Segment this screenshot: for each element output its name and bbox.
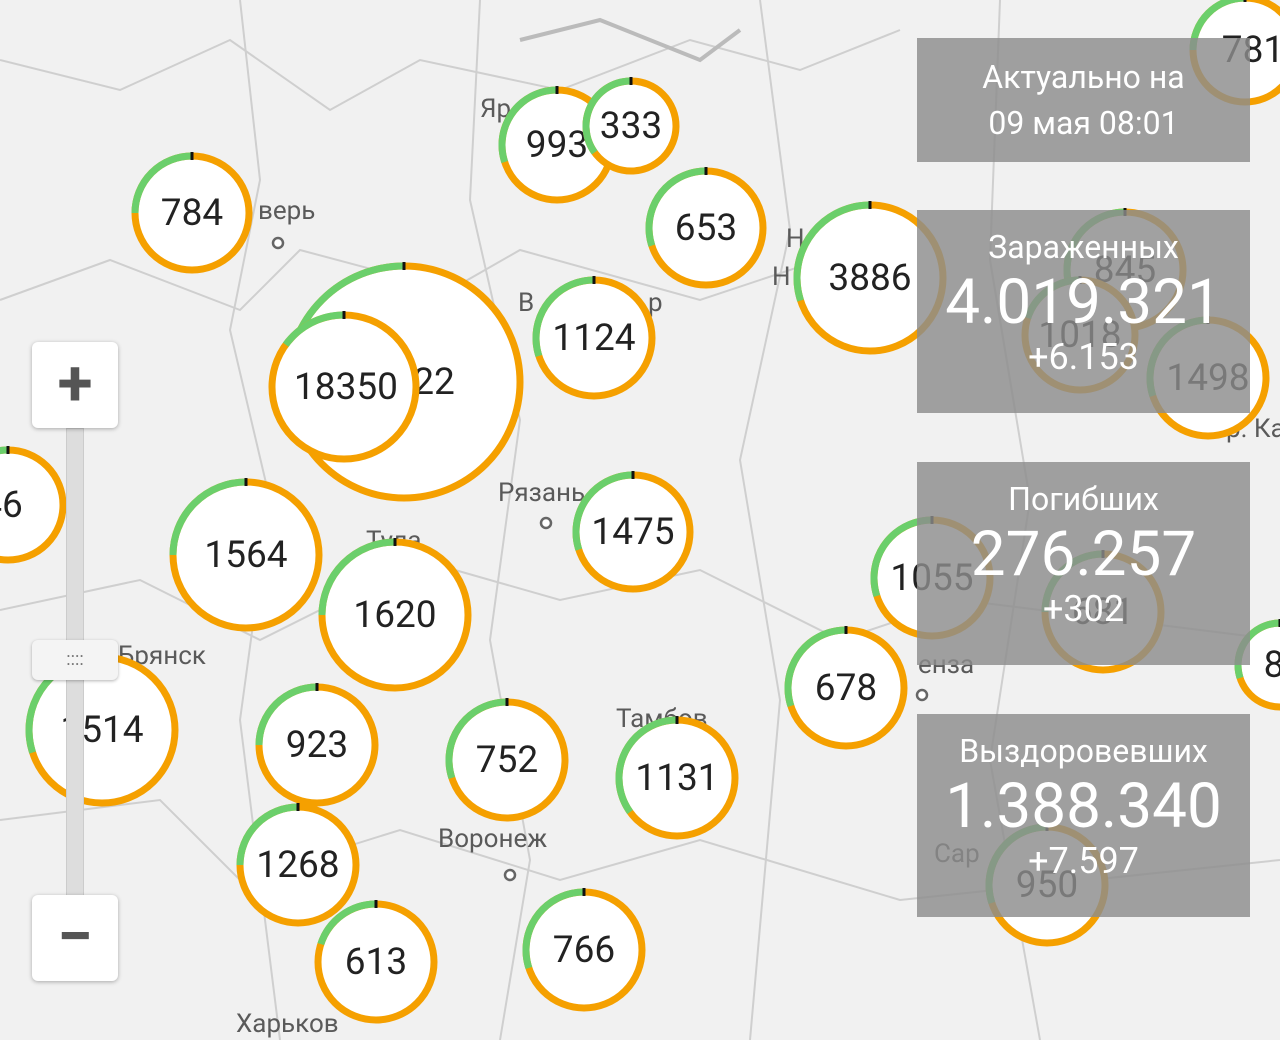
marker[interactable]: 613 [303,889,449,1035]
stat-total: 276.257 [970,518,1197,591]
marker-label: 1475 [591,511,674,554]
marker-label: 1564 [204,534,287,577]
marker-label: 752 [476,739,538,782]
marker[interactable]: 1475 [561,460,705,604]
marker-label: 923 [286,724,348,767]
zoom-in[interactable]: + [32,342,118,428]
marker[interactable]: 3886 [778,186,962,370]
marker[interactable]: 653 [634,156,778,300]
stat-delta: +7.597 [1028,840,1139,882]
city-label: Харьков [236,1009,339,1039]
marker[interactable]: 678 [773,615,919,761]
update-time: 09 мая 08:01 [988,104,1179,142]
city-label: р [648,288,663,318]
stat-title: Выздоровевших [959,732,1208,770]
marker[interactable]: 18350 [243,286,444,487]
marker-label: 613 [345,941,407,984]
marker-arc [1234,619,1280,711]
marker[interactable]: 1131 [596,697,758,859]
marker[interactable]: 333 [568,63,694,189]
marker-arc [572,471,694,593]
marker-label: 1131 [635,757,718,800]
stat-delta: +6.153 [1028,336,1139,378]
marker-label: 766 [553,929,615,972]
marker-arc [498,86,616,204]
marker[interactable]: 1268 [236,803,360,927]
city-dot [915,688,929,702]
stat-panel: Выздоровевших 1.388.340 +7.597 [917,714,1250,917]
stat-panel: Погибших 276.257 +302 [917,462,1250,665]
river [519,17,742,63]
update-panel: Актуально на 09 мая 08:01 [917,38,1250,162]
marker-label: 333 [600,105,662,148]
zoom-handle[interactable]: :::: [32,640,118,680]
marker-label: 678 [815,667,877,710]
stat-total: 4.019.321 [945,266,1222,339]
marker-arc [615,716,739,840]
marker-label: 653 [675,207,737,250]
city-dot [503,868,517,882]
city-label: Н [772,262,791,292]
marker-arc [314,900,438,1024]
city-label: верь [258,196,315,226]
marker-label: 3886 [828,257,911,300]
marker[interactable]: 46 [0,436,77,575]
city-label: Воронеж [438,824,547,854]
city-dot [271,236,285,250]
zoom-out[interactable]: − [32,895,118,981]
marker[interactable]: 752 [434,687,580,833]
marker-arc [445,698,569,822]
stat-panel: Зараженных 4.019.321 +6.153 [917,210,1250,413]
marker-label: 1268 [256,844,339,887]
marker-label: 46 [0,484,23,527]
stat-title: Зараженных [988,228,1179,266]
marker-label: 1620 [353,594,436,637]
marker-label: 18350 [294,366,398,409]
marker[interactable]: 8 [1227,612,1280,718]
update-label: Актуально на [982,58,1185,96]
city-label: Рязань [498,478,585,508]
marker-arc [522,888,646,1012]
marker[interactable]: 923 [255,683,379,807]
city-dot [539,516,553,530]
marker-arc [582,77,680,175]
city-label: Н [786,224,805,254]
stat-delta: +302 [1042,588,1125,630]
marker-label: 993 [526,124,588,167]
marker-arc [870,516,994,640]
marker-label: 22 [413,361,455,404]
marker-arc [532,276,656,400]
marker[interactable]: 1124 [521,265,667,411]
marker-arc [793,201,947,355]
marker-arc [645,167,767,289]
stat-title: Погибших [1008,480,1159,518]
marker[interactable]: 784 [131,152,253,274]
marker-arc [784,626,908,750]
city-label: В [518,288,534,318]
stat-total: 1.388.340 [945,770,1222,843]
marker-label: 784 [161,192,223,235]
marker[interactable]: 1564 [169,478,323,632]
marker[interactable]: 766 [511,877,657,1023]
marker-label: 1124 [552,317,635,360]
marker[interactable]: 1620 [318,538,472,692]
marker-label: 8 [1264,644,1280,687]
